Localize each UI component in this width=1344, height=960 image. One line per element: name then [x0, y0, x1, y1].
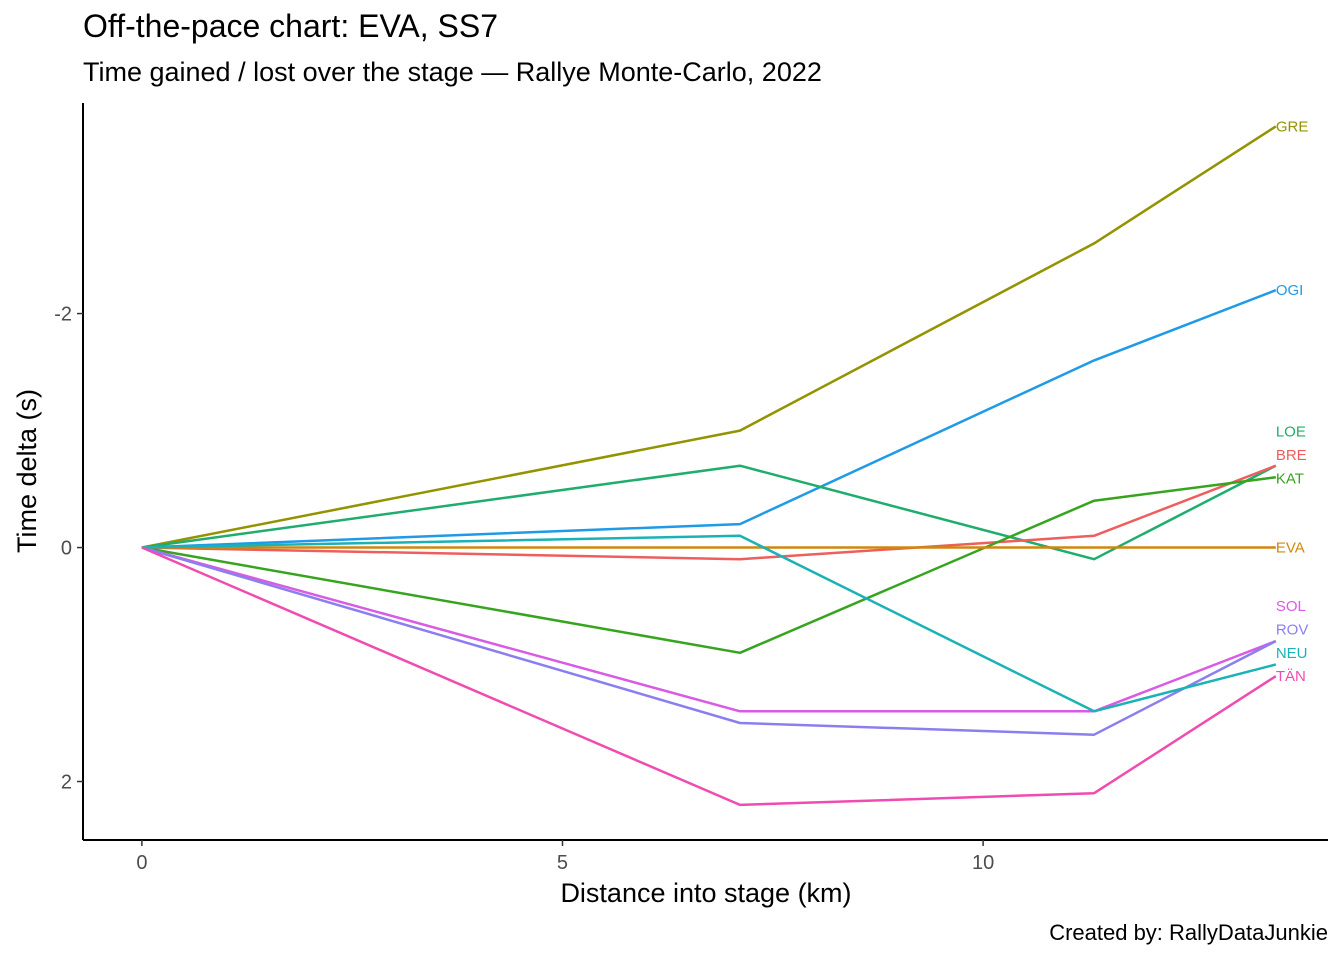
chart-title: Off-the-pace chart: EVA, SS7 [83, 8, 499, 44]
series-label-bre: BRE [1276, 447, 1307, 464]
series-label-neu: NEU [1276, 645, 1308, 662]
series-label-kat: KAT [1276, 471, 1304, 488]
series-label-sol: SOL [1276, 598, 1306, 615]
series-label-loe: LOE [1276, 424, 1306, 441]
series-line-ogi [141, 289, 1277, 549]
y-tick-label: -2 [54, 304, 72, 326]
y-tick-label: 2 [61, 772, 72, 794]
series-line-loe [141, 464, 1277, 561]
series-labels: GRE OGI LOE BRE KAT EVA SOL ROV NEU TÄN [1276, 118, 1309, 685]
series-label-rov: ROV [1276, 621, 1309, 638]
y-axis-title: Time delta (s) [12, 389, 42, 553]
chart-subtitle: Time gained / lost over the stage — Rall… [83, 57, 822, 87]
series-label-eva: EVA [1276, 540, 1305, 557]
y-ticks: -2 0 2 [54, 304, 83, 794]
series-line-tän [141, 546, 1277, 807]
series-line-kat [141, 476, 1276, 655]
y-tick-label: 0 [61, 538, 72, 560]
axes [82, 103, 1328, 841]
x-tick-label: 0 [136, 852, 147, 874]
caption: Created by: RallyDataJunkie [1049, 920, 1328, 945]
series-line-neu [141, 534, 1277, 713]
series-label-gre: GRE [1276, 118, 1309, 135]
series-line-gre [141, 125, 1277, 549]
series-label-tän: TÄN [1276, 668, 1306, 685]
series-lines [141, 125, 1277, 807]
series-line-sol [141, 546, 1277, 713]
series-label-ogi: OGI [1276, 282, 1304, 299]
x-axis-title: Distance into stage (km) [560, 878, 851, 908]
x-tick-label: 10 [972, 852, 994, 874]
x-ticks: 0 5 10 [136, 840, 994, 874]
x-tick-label: 5 [557, 852, 568, 874]
